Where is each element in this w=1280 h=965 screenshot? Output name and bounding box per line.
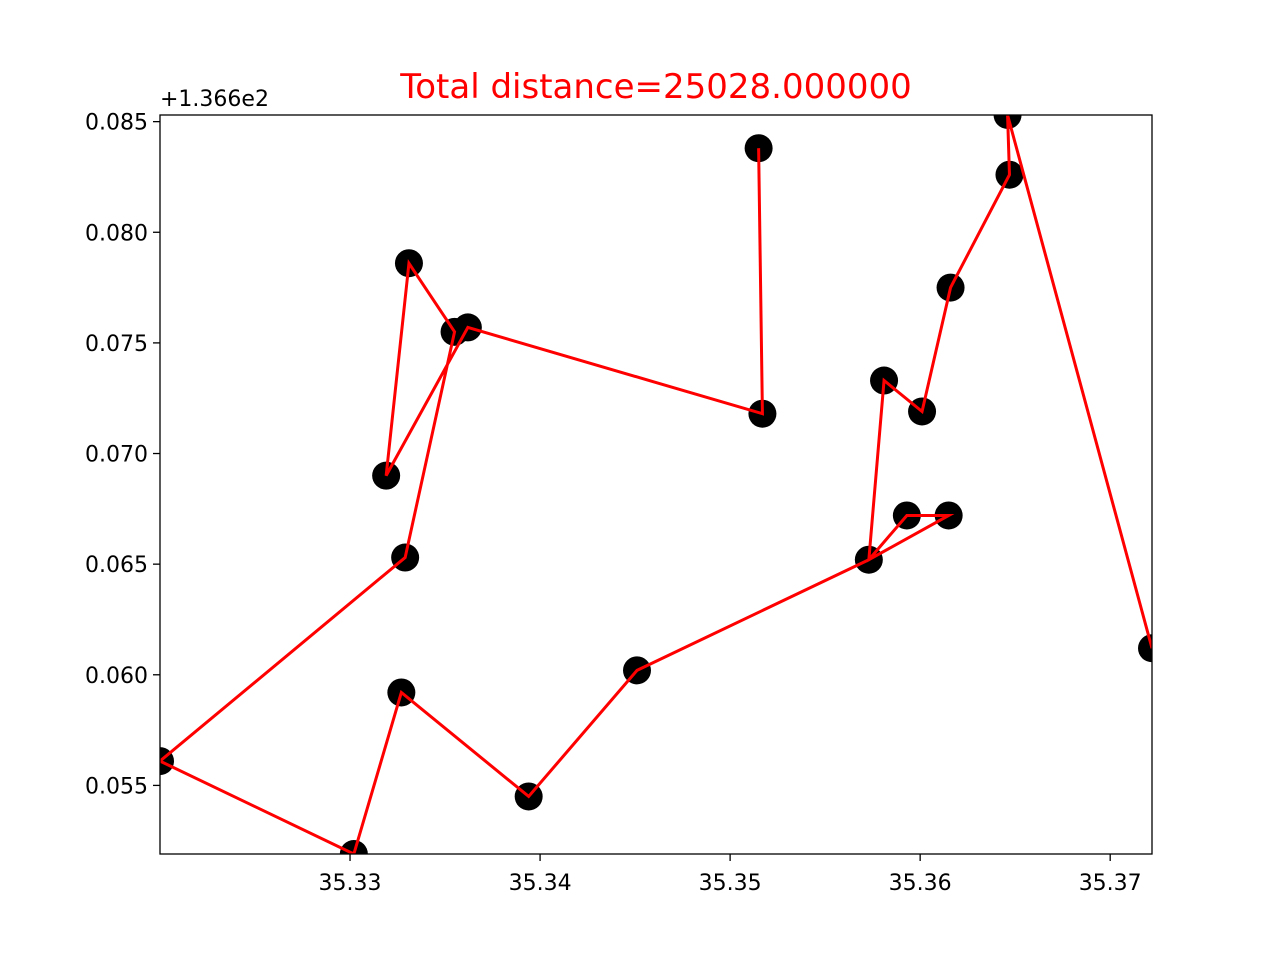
y-tick-label: 0.060	[85, 664, 148, 689]
x-tick-label: 35.36	[889, 871, 952, 896]
plot-area	[160, 115, 1152, 854]
x-tick-label: 35.33	[319, 871, 382, 896]
y-tick-label: 0.055	[85, 774, 148, 799]
x-tick-label: 35.35	[699, 871, 762, 896]
route-layer	[160, 115, 1152, 854]
chart-title: Total distance=25028.000000	[399, 67, 912, 107]
y-axis: 0.055 0.060 0.065 0.070 0.075 0.080 0.085	[85, 111, 160, 799]
plot-frame	[159, 114, 1153, 855]
y-tick-label: 0.065	[85, 553, 148, 578]
route-line	[160, 115, 1152, 854]
x-axis: 35.33 35.34 35.35 35.36 35.37	[319, 854, 1142, 896]
y-tick-label: 0.085	[85, 111, 148, 136]
y-offset-label: +1.366e2	[160, 87, 269, 112]
city-layer	[160, 115, 1152, 854]
y-tick-label: 0.070	[85, 443, 148, 468]
x-tick-label: 35.34	[509, 871, 572, 896]
city-point-21	[1138, 634, 1152, 663]
x-tick-label: 35.37	[1079, 871, 1142, 896]
y-tick-label: 0.075	[85, 332, 148, 357]
y-tick-label: 0.080	[85, 221, 148, 246]
